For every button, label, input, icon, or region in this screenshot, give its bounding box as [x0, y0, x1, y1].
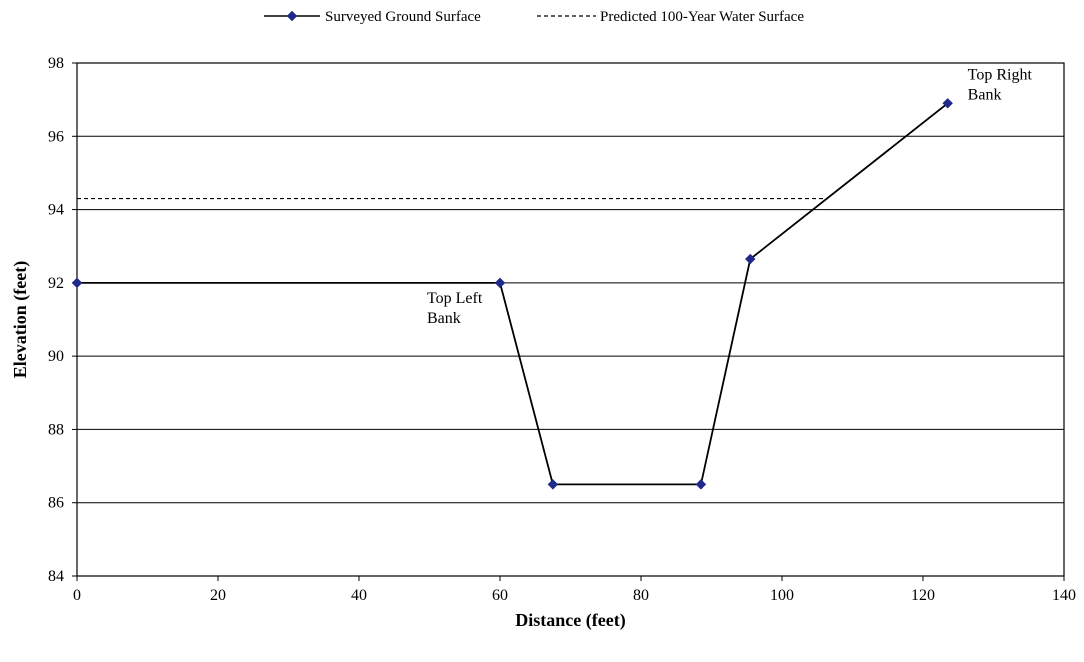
data-point: [494, 277, 506, 289]
y-tick-label: 84: [48, 568, 64, 585]
gridlines: [77, 135, 1064, 504]
data-point: [695, 479, 707, 490]
x-tick-label: 80: [633, 587, 649, 604]
y-tick-label: 92: [48, 275, 64, 292]
data-point: [547, 479, 559, 490]
x-tick-label: 40: [351, 587, 367, 604]
x-tick-label: 0: [73, 587, 81, 604]
x-tick-label: 60: [492, 587, 508, 604]
x-axis-title: Distance (feet): [515, 610, 625, 631]
x-tick-label: 140: [1052, 587, 1076, 604]
data-point: [71, 277, 83, 289]
annotation-label: Top Right: [968, 66, 1033, 83]
y-tick-label: 86: [48, 495, 64, 512]
annotation-label: Bank: [427, 310, 461, 327]
y-tick-label: 98: [48, 55, 64, 72]
annotation-label: Bank: [968, 86, 1002, 103]
plot-area: [76, 62, 1065, 577]
legend-label-surveyed: Surveyed Ground Surface: [325, 9, 481, 25]
legend-marker-diamond: [286, 10, 298, 22]
y-axis-title: Elevation (feet): [10, 261, 31, 378]
series-layer: [71, 98, 953, 490]
data-point: [745, 253, 756, 265]
x-tick-label: 120: [911, 587, 935, 604]
legend: Surveyed Ground Surface Predicted 100-Ye…: [264, 9, 804, 25]
y-tick-label: 94: [48, 202, 64, 219]
x-tick-label: 20: [210, 587, 226, 604]
annotations: Top Left Bank Top Right Bank: [427, 66, 1032, 327]
x-axis: 0 20 40 60 80 100 120 140: [73, 576, 1076, 604]
data-point: [942, 98, 953, 109]
y-tick-label: 88: [48, 421, 64, 438]
series-line-0: [77, 102, 949, 486]
y-axis: 84 86 88 90 92 94 96 98: [48, 55, 77, 585]
y-tick-label: 96: [48, 128, 64, 145]
y-tick-label: 90: [48, 348, 64, 365]
legend-label-water: Predicted 100-Year Water Surface: [600, 9, 804, 25]
annotation-label: Top Left: [427, 290, 483, 307]
x-tick-label: 100: [770, 587, 794, 604]
